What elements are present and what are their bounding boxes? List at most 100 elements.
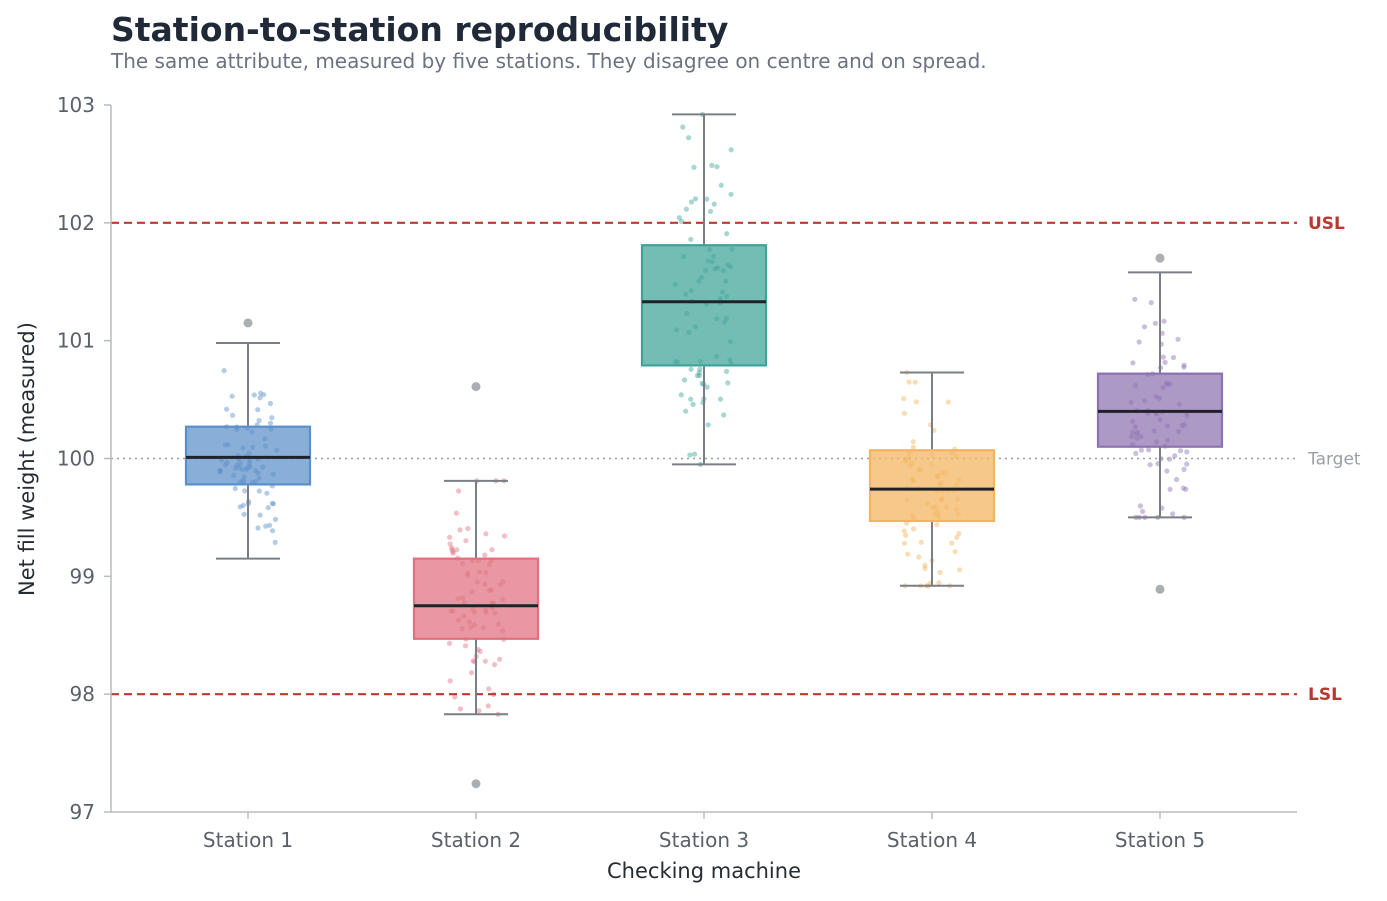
jitter-point [255, 407, 261, 413]
jitter-point [230, 412, 236, 418]
jitter-point [688, 199, 695, 205]
chart-subtitle: The same attribute, measured by five sta… [111, 49, 987, 73]
y-tick-label: 98 [70, 682, 95, 706]
jitter-point [272, 539, 278, 546]
jitter-point [949, 540, 955, 546]
jitter-point [903, 532, 909, 538]
jitter-point [1133, 450, 1139, 456]
reference-label-lsl: LSL [1308, 685, 1342, 705]
x-tick-label: Station 5 [1115, 828, 1205, 852]
jitter-point [1167, 486, 1173, 492]
jitter-point [901, 540, 908, 546]
jitter-point [462, 643, 469, 649]
jitter-point [463, 538, 469, 544]
jitter-point [725, 380, 731, 386]
y-tick-label: 101 [57, 329, 95, 353]
jitter-point [237, 504, 243, 510]
jitter-point [728, 147, 734, 153]
jitter-point [683, 408, 689, 414]
jitter-point [694, 373, 701, 379]
jitter-point [1181, 466, 1187, 472]
x-tick-label: Station 4 [887, 828, 977, 852]
jitter-point [447, 541, 453, 547]
jitter-point [688, 396, 694, 402]
jitter-point [261, 392, 267, 398]
jitter-point [489, 547, 495, 553]
box-station-2 [412, 557, 540, 640]
y-axis-title: Net fill weight (measured) [15, 322, 39, 596]
outlier-point [471, 382, 481, 392]
jitter-point [696, 372, 703, 378]
outlier-point [1155, 253, 1165, 263]
jitter-point [696, 369, 702, 375]
jitter-point [678, 218, 685, 224]
jitter-point [447, 534, 453, 540]
jitter-point [936, 580, 942, 586]
jitter-point [686, 135, 692, 141]
jitter-point [465, 525, 471, 532]
jitter-point [709, 162, 715, 168]
jitter-point [691, 164, 697, 170]
jitter-point [264, 490, 270, 496]
jitter-point [256, 417, 262, 424]
jitter-point [901, 528, 907, 534]
jitter-point [705, 422, 711, 428]
jitter-point [447, 678, 453, 684]
jitter-point [492, 662, 498, 668]
jitter-point [482, 552, 488, 558]
jitter-point [704, 196, 710, 202]
jitter-point [497, 656, 503, 662]
jitter-point [1147, 462, 1153, 468]
jitter-point [450, 550, 456, 556]
box-station-3 [640, 244, 768, 367]
jitter-point [687, 452, 693, 458]
jitter-point [1170, 354, 1177, 361]
jitter-point [1130, 360, 1136, 366]
jitter-point [707, 208, 714, 214]
jitter-point [452, 694, 458, 700]
jitter-point [482, 658, 488, 664]
jitter-point [457, 706, 463, 712]
jitter-point [229, 393, 235, 399]
jitter-point [1174, 476, 1180, 483]
jitter-point [721, 412, 727, 418]
jitter-point [270, 528, 276, 534]
jitter-point [456, 488, 462, 494]
jitter-point [922, 562, 928, 569]
jitter-point [1148, 300, 1154, 306]
jitter-point [916, 554, 922, 560]
jitter-point [910, 439, 916, 445]
jitter-point [453, 510, 459, 516]
box-station-4 [868, 449, 996, 523]
jitter-point [1162, 359, 1168, 365]
jitter-point [269, 415, 275, 421]
jitter-point [1184, 461, 1190, 467]
jitter-point [692, 196, 699, 202]
jitter-point [485, 703, 491, 709]
x-tick-label: Station 2 [431, 828, 521, 852]
axes-layer: 97 98 99 100 101 102 103 Station 1 Station 2 Stat… [57, 93, 1297, 852]
reference-label-usl: USL [1308, 214, 1345, 234]
jitter-point [690, 401, 696, 407]
x-tick-label: Station 1 [203, 828, 293, 852]
jitter-point [901, 410, 908, 416]
jitter-point [718, 182, 724, 188]
jitter-point [502, 533, 508, 539]
jitter-point [1146, 447, 1152, 453]
jitter-point [1132, 296, 1138, 302]
jitter-point [956, 530, 962, 537]
jitter-point [680, 124, 686, 130]
jitter-point [681, 377, 688, 383]
jitter-point [957, 567, 963, 573]
jitter-point [1141, 324, 1148, 330]
jitter-point [717, 396, 724, 402]
jitter-point [241, 511, 247, 517]
reference-label-target: Target [1307, 450, 1361, 470]
jitter-point [257, 512, 263, 518]
jitter-point [258, 390, 264, 396]
jitter-point [711, 201, 717, 207]
jitter-point [678, 392, 684, 398]
y-tick-label: 102 [57, 211, 95, 235]
jitter-point [676, 215, 682, 221]
